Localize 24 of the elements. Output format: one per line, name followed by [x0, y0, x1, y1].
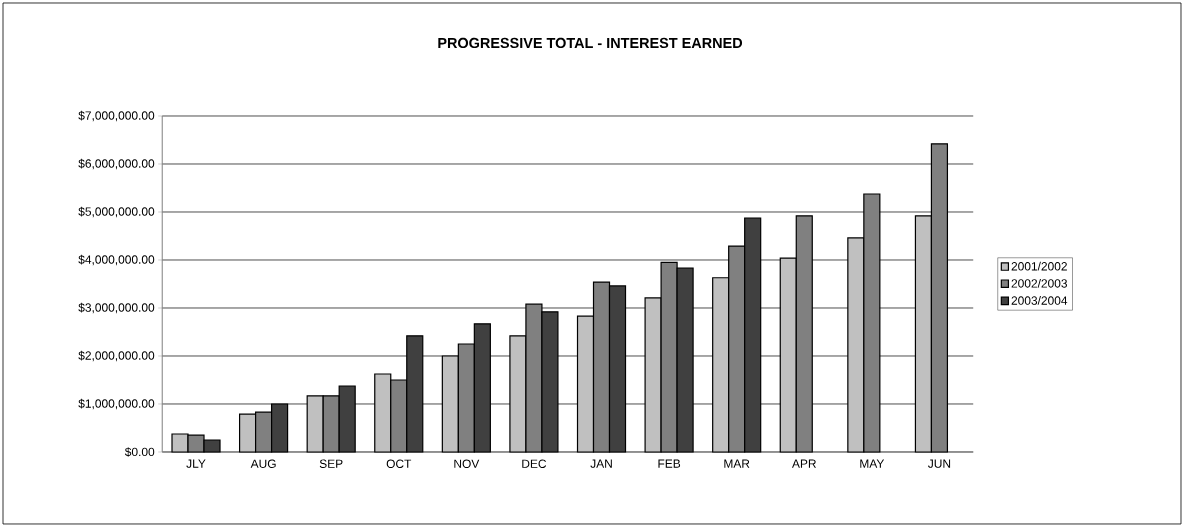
y-tick-label: $0.00: [124, 447, 155, 457]
y-tick-label: $3,000,000.00: [78, 302, 155, 314]
y-tick-label: $5,000,000.00: [78, 206, 155, 218]
x-tick-label: JUN: [927, 459, 951, 468]
x-tick-label: OCT: [386, 459, 412, 468]
y-tick-label: $1,000,000.00: [78, 398, 155, 410]
y-tick-label: $6,000,000.00: [78, 158, 155, 170]
legend-label: 2001/2002: [1011, 261, 1067, 271]
x-tick-label: MAR: [724, 459, 750, 468]
x-tick-label: APR: [791, 459, 816, 468]
y-tick-label: $7,000,000.00: [78, 110, 155, 122]
y-tick-label: $2,000,000.00: [78, 350, 155, 362]
x-tick-label: JAN: [590, 459, 612, 468]
x-tick-label: SEP: [319, 459, 343, 468]
x-tick-label: AUG: [250, 459, 276, 468]
x-tick-label: NOV: [454, 459, 480, 468]
x-tick-label: FEB: [658, 459, 681, 468]
legend-label: 2003/2004: [1011, 296, 1068, 305]
x-tick-label: JLY: [186, 459, 206, 468]
legend-label: 2002/2003: [1011, 278, 1067, 288]
x-tick-label: DEC: [522, 459, 547, 468]
chart-title: PROGRESSIVE TOTAL - INTEREST EARNED: [438, 37, 743, 49]
x-tick-label: MAY: [860, 459, 885, 468]
y-tick-label: $4,000,000.00: [78, 254, 155, 266]
